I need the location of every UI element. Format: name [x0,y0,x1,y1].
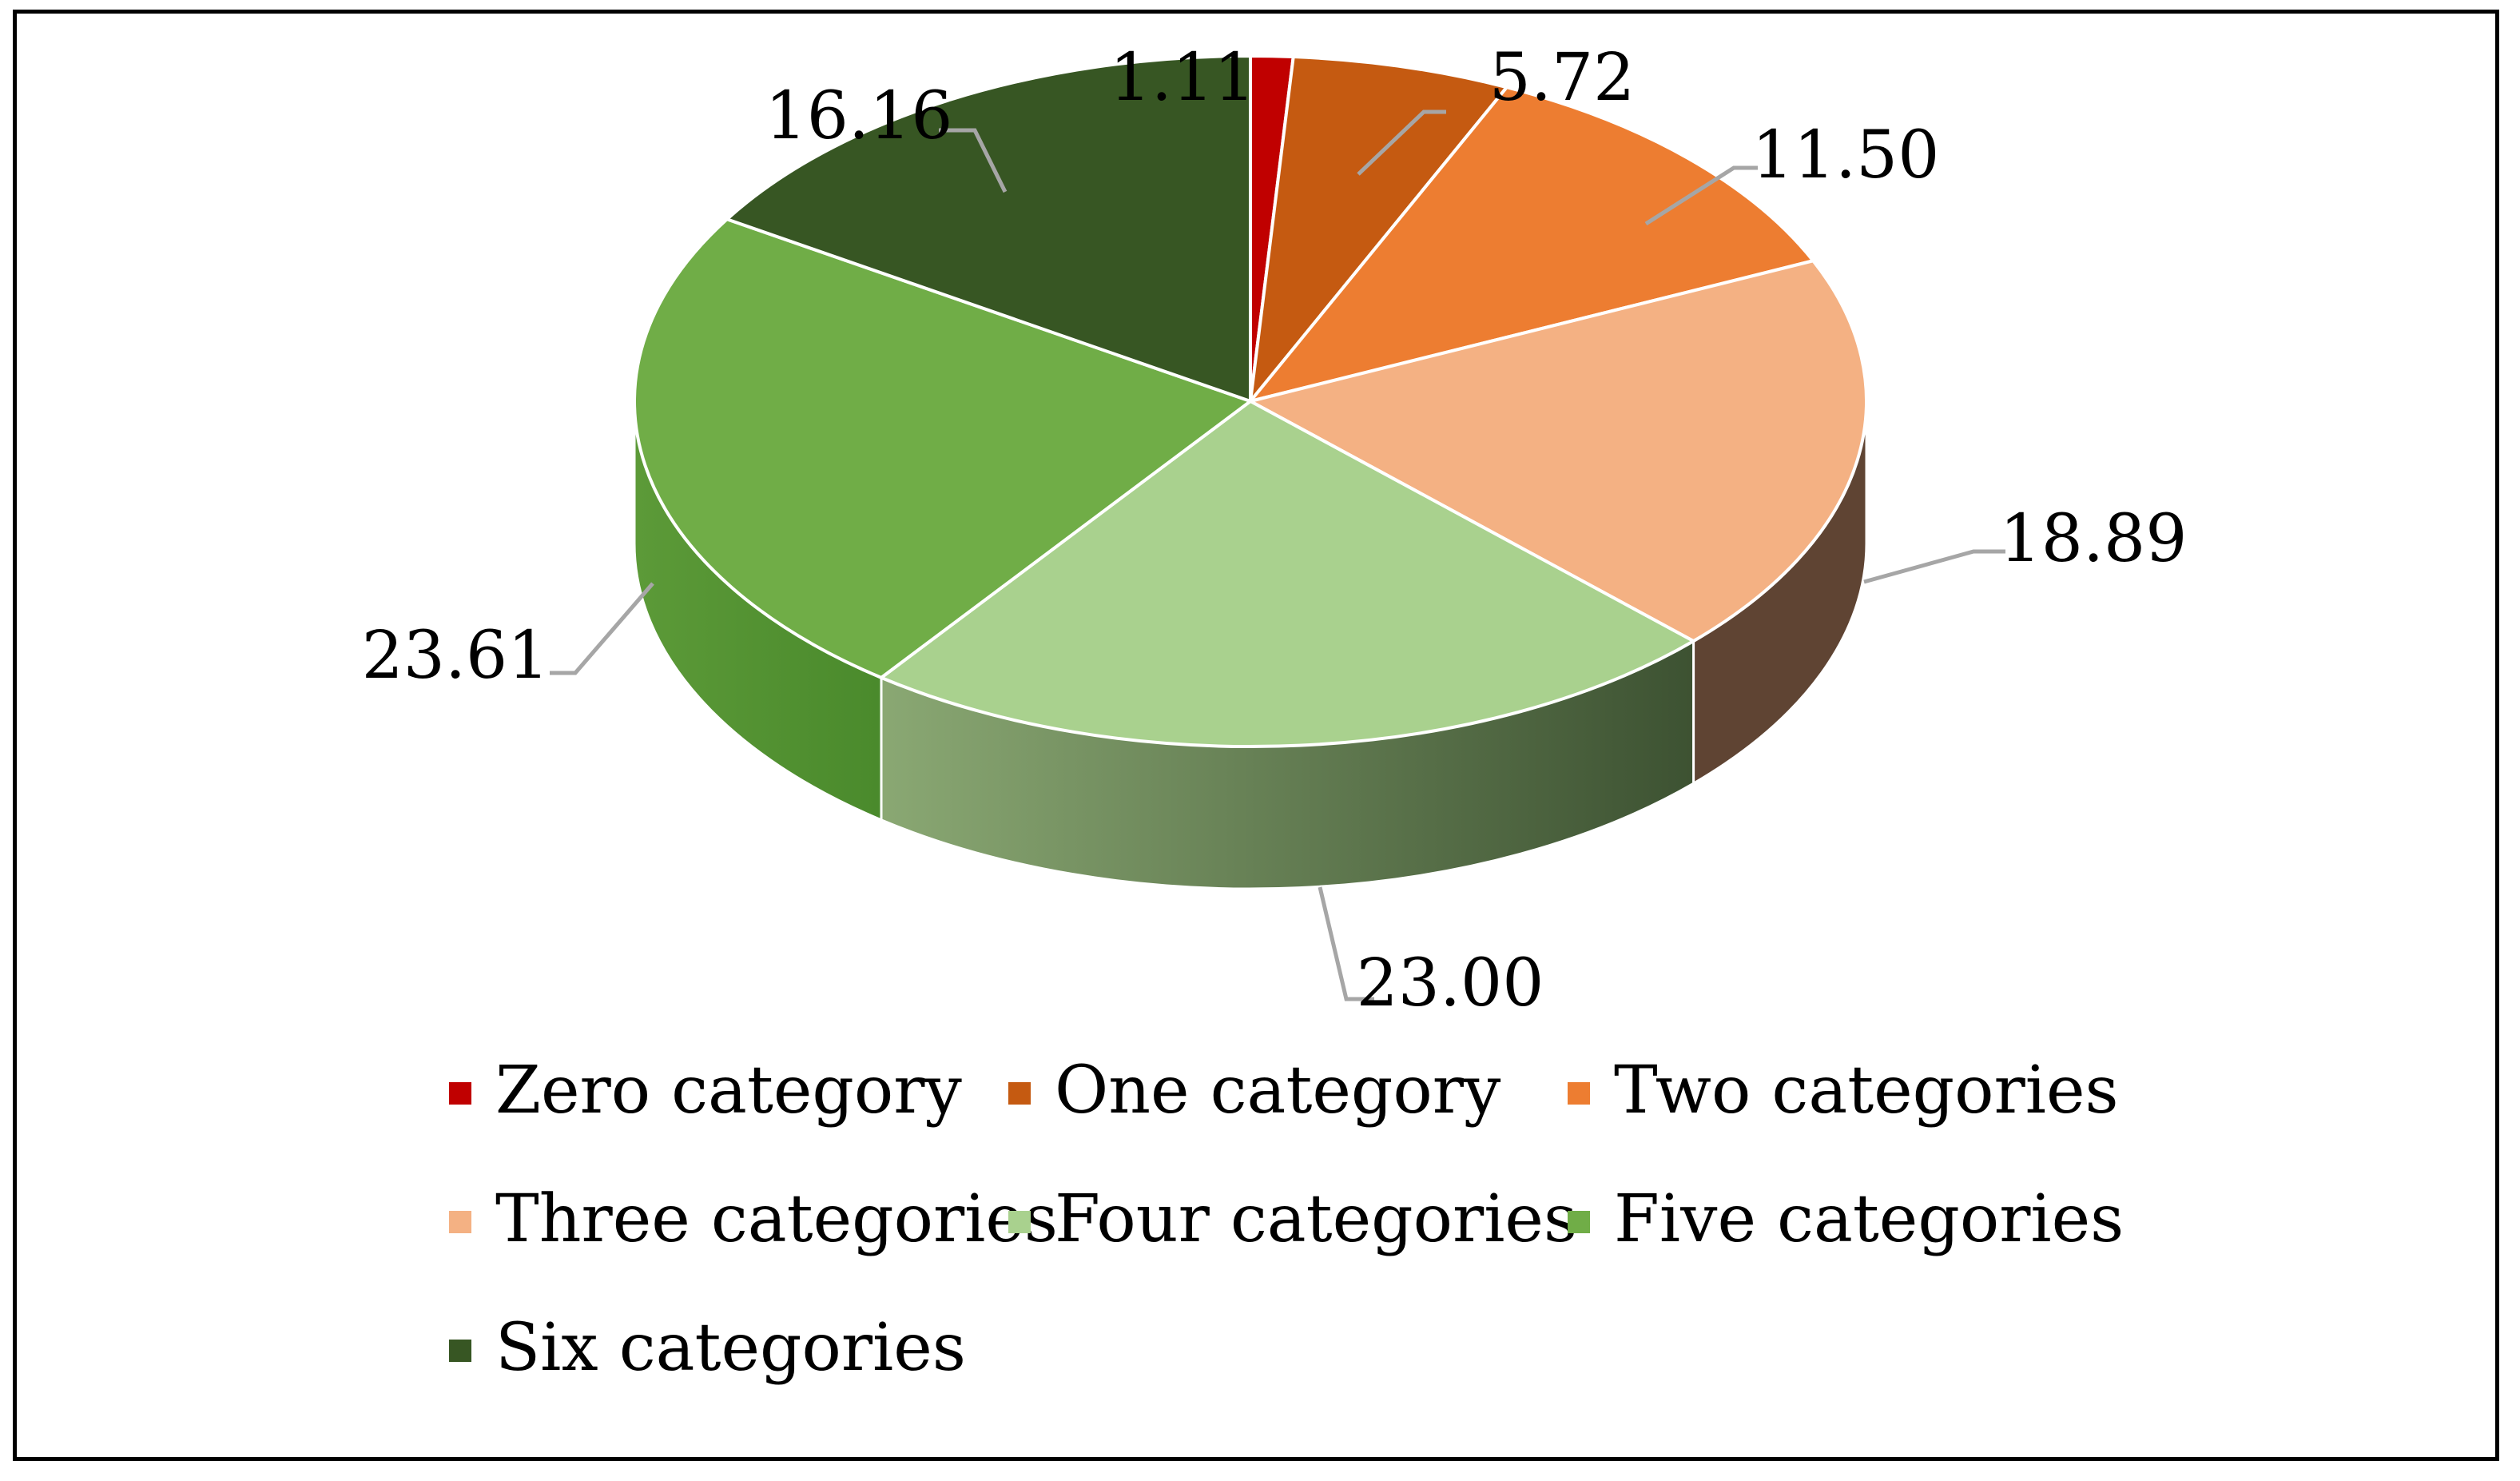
legend-label-zero-category: Zero category [495,1053,962,1129]
pie-top [633,54,1868,748]
legend-label-one-category: One category [1055,1053,1501,1129]
data-label-two-category: 11.50 [1752,117,1940,193]
legend-label-three-category: Three categories [495,1181,1058,1257]
slice-two-category [1249,86,1815,403]
slice-five-category [633,217,1252,679]
leader-line-one-category [1357,109,1446,176]
legend-swatch-five-category [1568,1211,1590,1233]
leader-line-five-category [550,582,654,675]
leader-line-four-category [1318,886,1374,1001]
slice-one-category [1249,55,1508,403]
data-label-zero-category: 1.11 [1110,40,1256,116]
legend-swatch-two-category [1568,1082,1590,1105]
leader-line-two-category [1644,165,1758,226]
legend-swatch-three-category [449,1211,471,1233]
slice-four-category [880,400,1695,748]
legend-swatch-four-category [1008,1211,1031,1233]
slice-three-category [1249,259,1868,643]
legend-label-two-category: Two categories [1614,1053,2119,1129]
legend-label-five-category: Five categories [1614,1181,2124,1257]
data-labels: 1.11 5.72 11.50 18.89 23.00 23.61 16.16 [362,40,2188,1021]
legend-swatch-zero-category [449,1082,471,1105]
legend-label-six-category: Six categories [495,1310,966,1386]
leader-lines [550,109,2005,1001]
legend-label-four-category: Four categories [1055,1181,1577,1257]
data-label-four-category: 23.00 [1357,946,1544,1021]
data-label-five-category: 23.61 [362,618,550,694]
data-label-one-category: 5.72 [1489,40,1636,116]
legend-swatch-one-category [1008,1082,1031,1105]
legend: Zero category One category Two categories T… [449,1053,2124,1386]
leader-line-six-category [939,128,1008,193]
data-label-six-category: 16.16 [765,78,953,154]
slice-six-category [725,54,1252,403]
leader-line-three-category [1863,549,2005,584]
legend-swatch-six-category [449,1340,471,1362]
data-label-three-category: 18.89 [2000,501,2188,577]
